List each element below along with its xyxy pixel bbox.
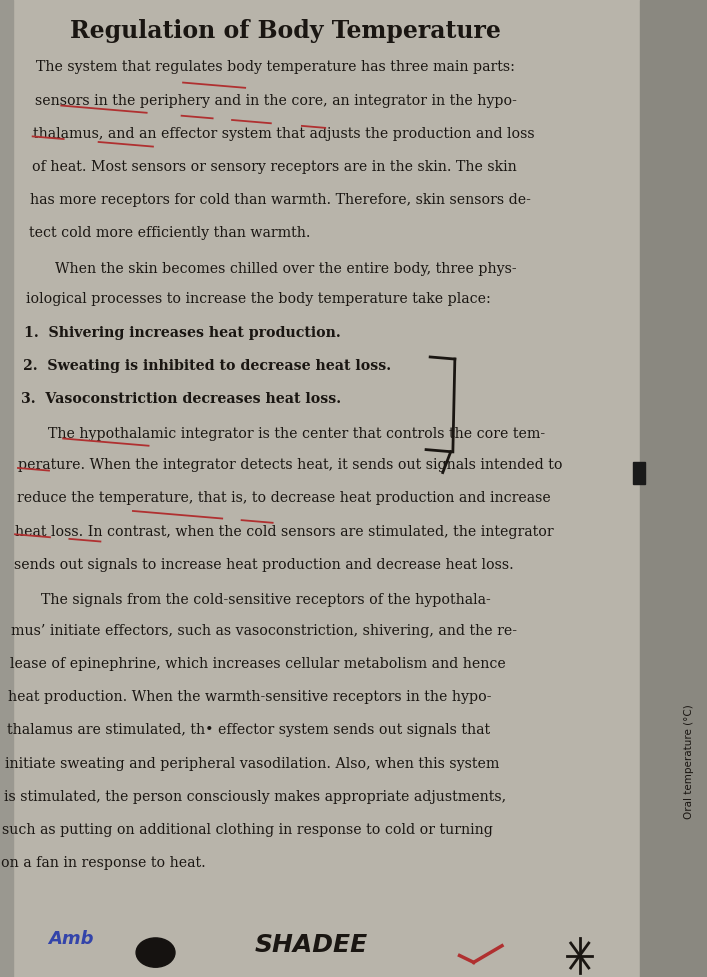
Text: such as putting on additional clothing in response to cold or turning: such as putting on additional clothing i… [2,823,493,837]
Text: SHADEE: SHADEE [255,933,368,957]
Text: thalamus are stimulated, th• effector system sends out signals that: thalamus are stimulated, th• effector sy… [6,723,490,738]
Text: The signals from the cold-sensitive receptors of the hypothala-: The signals from the cold-sensitive rece… [41,593,491,608]
Text: is stimulated, the person consciously makes appropriate adjustments,: is stimulated, the person consciously ma… [4,789,506,804]
Text: initiate sweating and peripheral vasodilation. Also, when this system: initiate sweating and peripheral vasodil… [5,756,500,771]
Bar [0,0,13,977]
Text: The system that regulates body temperature has three main parts:: The system that regulates body temperatu… [36,61,515,74]
Text: sends out signals to increase heat production and decrease heat loss.: sends out signals to increase heat produ… [14,558,514,572]
Text: heat production. When the warmth-sensitive receptors in the hypo-: heat production. When the warmth-sensiti… [8,691,491,704]
Text: 3.  Vasoconstriction decreases heat loss.: 3. Vasoconstriction decreases heat loss. [21,392,341,405]
Text: thalamus, and an effector system that adjusts the production and loss: thalamus, and an effector system that ad… [33,127,534,141]
Text: has more receptors for cold than warmth. Therefore, skin sensors de-: has more receptors for cold than warmth.… [30,193,531,207]
Text: sensors in the periphery and in the core, an integrator in the hypo-: sensors in the periphery and in the core… [35,94,516,107]
Text: Amb: Amb [48,930,93,948]
Text: on a fan in response to heat.: on a fan in response to heat. [1,856,206,871]
Text: 2.  Sweating is inhibited to decrease heat loss.: 2. Sweating is inhibited to decrease hea… [23,359,391,373]
Text: mus’ initiate effectors, such as vasoconstriction, shivering, and the re-: mus’ initiate effectors, such as vasocon… [11,624,517,638]
Text: 1.  Shivering increases heat production.: 1. Shivering increases heat production. [24,325,341,340]
Text: lease of epinephrine, which increases cellular metabolism and hence: lease of epinephrine, which increases ce… [10,658,506,671]
Text: of heat. Most sensors or sensory receptors are in the skin. The skin: of heat. Most sensors or sensory recepto… [32,160,516,174]
Text: Regulation of Body Temperature: Regulation of Body Temperature [70,20,501,43]
Bar [640,0,707,977]
Text: Oral temperature (°C): Oral temperature (°C) [684,704,694,820]
Bar [633,462,645,484]
Text: reduce the temperature, that is, to decrease heat production and increase: reduce the temperature, that is, to decr… [17,491,551,505]
Text: iological processes to increase the body temperature take place:: iological processes to increase the body… [25,292,491,307]
Text: The hypothalamic integrator is the center that controls the core tem-: The hypothalamic integrator is the cente… [48,428,545,442]
Text: tect cold more efficiently than warmth.: tect cold more efficiently than warmth. [29,226,310,240]
Ellipse shape [136,938,175,967]
Text: heat loss. In contrast, when the cold sensors are stimulated, the integrator: heat loss. In contrast, when the cold se… [16,525,554,538]
Text: When the skin becomes chilled over the entire body, three phys-: When the skin becomes chilled over the e… [55,262,517,276]
Text: perature. When the integrator detects heat, it sends out signals intended to: perature. When the integrator detects he… [18,458,563,472]
